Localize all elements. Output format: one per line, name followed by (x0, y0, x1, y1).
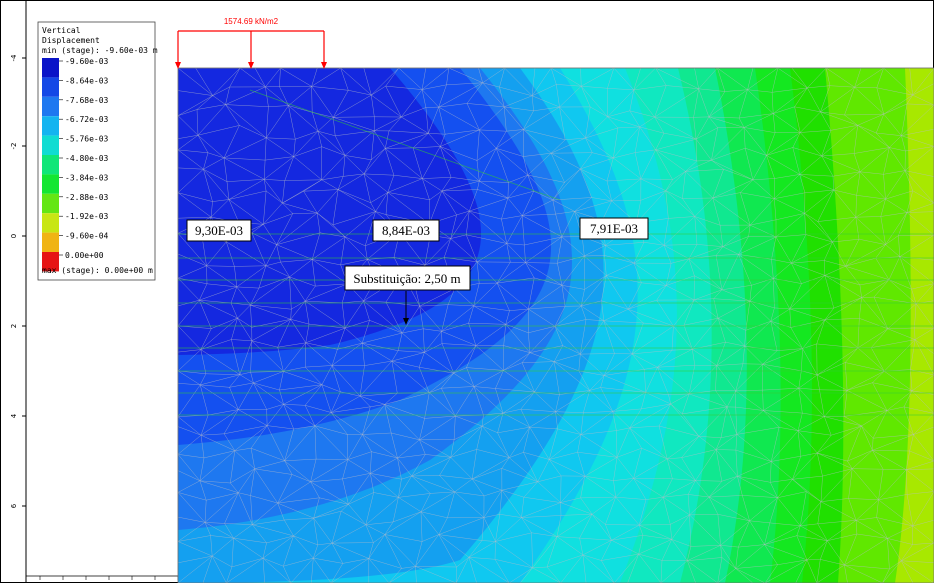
legend: Vertical Displacement min (stage): -9.60… (37, 21, 158, 281)
left-tick-label: 0 (10, 234, 18, 238)
legend-swatch (42, 213, 59, 233)
legend-entry-label: -7.68e-03 (65, 96, 109, 105)
contour-field (178, 68, 934, 583)
legend-title-line2: Displacement (42, 36, 100, 45)
load-arrowhead (248, 62, 254, 69)
callout-box (344, 265, 471, 291)
fe-mesh (178, 68, 934, 583)
legend-entry-label: -9.60e-03 (65, 57, 109, 66)
legend-entry-label: -3.84e-03 (65, 173, 109, 182)
left-axis-ticks: -4 -2 0 2 4 6 (10, 54, 26, 508)
callout-box (579, 217, 649, 240)
legend-swatch (42, 58, 59, 78)
left-tick-label: 4 (10, 413, 18, 418)
legend-entry-label: 0.00e+00 (65, 251, 104, 260)
left-tick-label: 6 (10, 503, 18, 508)
layer-interfaces (178, 89, 934, 416)
legend-swatch (42, 174, 59, 194)
legend-swatch (42, 116, 59, 136)
legend-max-label: max (stage): 0.00e+00 m (42, 266, 153, 275)
legend-entry-label: -4.80e-03 (65, 154, 109, 163)
callout-box (372, 219, 440, 242)
left-tick-label: -2 (10, 143, 18, 150)
legend-entry-label: -1.92e-03 (65, 212, 109, 221)
legend-swatch (42, 193, 59, 214)
legend-title-line1: Vertical (42, 26, 81, 35)
model-boundary (177, 67, 934, 583)
distributed-load: 1574.69 kN/m2 (175, 17, 327, 69)
callout-substitution: Substituição: 2,50 m (353, 271, 460, 286)
load-label: 1574.69 kN/m2 (224, 17, 279, 26)
legend-entry-label: -2.88e-03 (65, 193, 109, 202)
legend-swatch (42, 135, 59, 155)
legend-swatch (42, 232, 59, 252)
load-arrowhead (321, 62, 327, 69)
callout-displacement-3: 7,91E-03 (590, 221, 638, 236)
legend-swatch (42, 252, 59, 272)
legend-swatch (42, 96, 59, 117)
left-tick-label: -4 (10, 54, 18, 62)
callouts: 9,30E-03 8,84E-03 7,91E-03 Substituição:… (186, 217, 649, 325)
interface-line (249, 89, 561, 201)
legend-entry-label: -8.64e-03 (65, 76, 109, 85)
legend-entry-label: -6.72e-03 (65, 115, 109, 124)
legend-entry-label: -5.76e-03 (65, 135, 109, 144)
legend-swatch (42, 155, 59, 175)
legend-min-label: min (stage): -9.60e-03 m (42, 46, 158, 55)
callout-displacement-2: 8,84E-03 (382, 223, 430, 238)
left-tick-label: 2 (10, 324, 18, 328)
legend-entry-label: -9.60e-04 (65, 232, 109, 241)
legend-swatch (42, 77, 59, 97)
substitution-arrowhead (403, 318, 409, 325)
callout-displacement-1: 9,30E-03 (195, 223, 243, 238)
load-arrowhead (175, 62, 181, 69)
legend-entries: -9.60e-03 -8.64e-03 -7.68e-03 -6.72e-03 -5.7… (42, 57, 109, 272)
mesh-edges (178, 68, 934, 583)
callout-box (186, 219, 252, 242)
